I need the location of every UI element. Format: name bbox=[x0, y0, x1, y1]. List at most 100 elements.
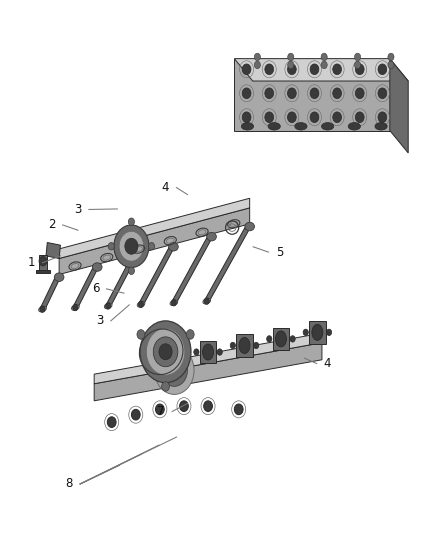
Circle shape bbox=[180, 401, 188, 411]
Circle shape bbox=[287, 88, 296, 99]
Ellipse shape bbox=[169, 243, 178, 251]
Polygon shape bbox=[46, 243, 60, 259]
Circle shape bbox=[388, 61, 394, 69]
Circle shape bbox=[310, 64, 319, 75]
Circle shape bbox=[254, 61, 261, 69]
Text: 8: 8 bbox=[66, 478, 73, 490]
Ellipse shape bbox=[239, 337, 250, 353]
Circle shape bbox=[388, 53, 394, 61]
Circle shape bbox=[254, 53, 261, 61]
Circle shape bbox=[138, 301, 144, 308]
Ellipse shape bbox=[241, 123, 254, 130]
Circle shape bbox=[354, 61, 360, 69]
Circle shape bbox=[131, 409, 140, 420]
Circle shape bbox=[73, 304, 78, 311]
Polygon shape bbox=[94, 343, 322, 401]
Circle shape bbox=[333, 112, 342, 123]
Circle shape bbox=[265, 112, 274, 123]
Text: 6: 6 bbox=[92, 282, 99, 295]
Circle shape bbox=[355, 88, 364, 99]
Circle shape bbox=[303, 329, 308, 336]
Circle shape bbox=[128, 218, 134, 225]
Circle shape bbox=[242, 88, 251, 99]
Polygon shape bbox=[272, 328, 289, 350]
Circle shape bbox=[310, 112, 319, 123]
Circle shape bbox=[242, 64, 251, 75]
Polygon shape bbox=[138, 244, 176, 304]
Ellipse shape bbox=[202, 344, 213, 360]
Ellipse shape bbox=[295, 123, 307, 130]
Ellipse shape bbox=[268, 123, 280, 130]
Text: 3: 3 bbox=[74, 203, 81, 216]
Circle shape bbox=[355, 112, 364, 123]
Circle shape bbox=[326, 329, 332, 336]
Circle shape bbox=[128, 267, 134, 274]
Polygon shape bbox=[94, 333, 322, 384]
Polygon shape bbox=[39, 255, 47, 272]
Circle shape bbox=[254, 342, 259, 349]
Circle shape bbox=[321, 61, 327, 69]
Circle shape bbox=[155, 404, 164, 415]
Circle shape bbox=[378, 64, 387, 75]
Circle shape bbox=[310, 88, 319, 99]
Circle shape bbox=[155, 346, 194, 394]
Circle shape bbox=[40, 306, 45, 312]
Circle shape bbox=[288, 61, 294, 69]
Circle shape bbox=[204, 298, 209, 304]
Ellipse shape bbox=[131, 253, 140, 261]
Circle shape bbox=[234, 404, 243, 415]
Polygon shape bbox=[59, 198, 250, 259]
Circle shape bbox=[217, 349, 223, 356]
Polygon shape bbox=[204, 224, 252, 301]
Circle shape bbox=[148, 243, 155, 250]
Circle shape bbox=[162, 382, 170, 391]
Polygon shape bbox=[59, 208, 250, 274]
Ellipse shape bbox=[245, 222, 254, 231]
Ellipse shape bbox=[104, 303, 112, 309]
Ellipse shape bbox=[276, 331, 286, 347]
Ellipse shape bbox=[375, 123, 387, 130]
Circle shape bbox=[39, 256, 47, 266]
Circle shape bbox=[265, 88, 274, 99]
Ellipse shape bbox=[348, 123, 360, 130]
Circle shape bbox=[186, 329, 194, 340]
Polygon shape bbox=[200, 341, 216, 364]
Polygon shape bbox=[234, 59, 408, 81]
Polygon shape bbox=[73, 264, 100, 308]
Text: 7: 7 bbox=[157, 405, 165, 418]
Circle shape bbox=[267, 336, 272, 342]
Text: 4: 4 bbox=[162, 181, 170, 194]
Circle shape bbox=[159, 344, 172, 360]
Polygon shape bbox=[36, 270, 50, 273]
Ellipse shape bbox=[92, 263, 102, 271]
Circle shape bbox=[242, 112, 251, 123]
Text: 4: 4 bbox=[324, 357, 332, 370]
Text: 2: 2 bbox=[48, 219, 56, 231]
Ellipse shape bbox=[54, 273, 64, 281]
Circle shape bbox=[153, 337, 178, 367]
Text: 5: 5 bbox=[276, 246, 283, 259]
Circle shape bbox=[137, 329, 145, 340]
Circle shape bbox=[230, 342, 236, 349]
Circle shape bbox=[114, 225, 149, 268]
Ellipse shape bbox=[207, 232, 216, 241]
Circle shape bbox=[119, 231, 144, 261]
Ellipse shape bbox=[203, 298, 211, 304]
Circle shape bbox=[171, 300, 177, 306]
Circle shape bbox=[125, 238, 138, 254]
Circle shape bbox=[378, 88, 387, 99]
Circle shape bbox=[107, 417, 116, 427]
Circle shape bbox=[287, 112, 296, 123]
Circle shape bbox=[333, 64, 342, 75]
Ellipse shape bbox=[137, 302, 145, 307]
Circle shape bbox=[355, 64, 364, 75]
Circle shape bbox=[140, 321, 191, 383]
Ellipse shape bbox=[321, 123, 334, 130]
Ellipse shape bbox=[39, 306, 46, 312]
Circle shape bbox=[290, 336, 295, 342]
Ellipse shape bbox=[170, 300, 178, 305]
Polygon shape bbox=[236, 334, 253, 357]
Ellipse shape bbox=[312, 325, 323, 341]
Circle shape bbox=[146, 328, 185, 375]
Circle shape bbox=[194, 349, 199, 356]
